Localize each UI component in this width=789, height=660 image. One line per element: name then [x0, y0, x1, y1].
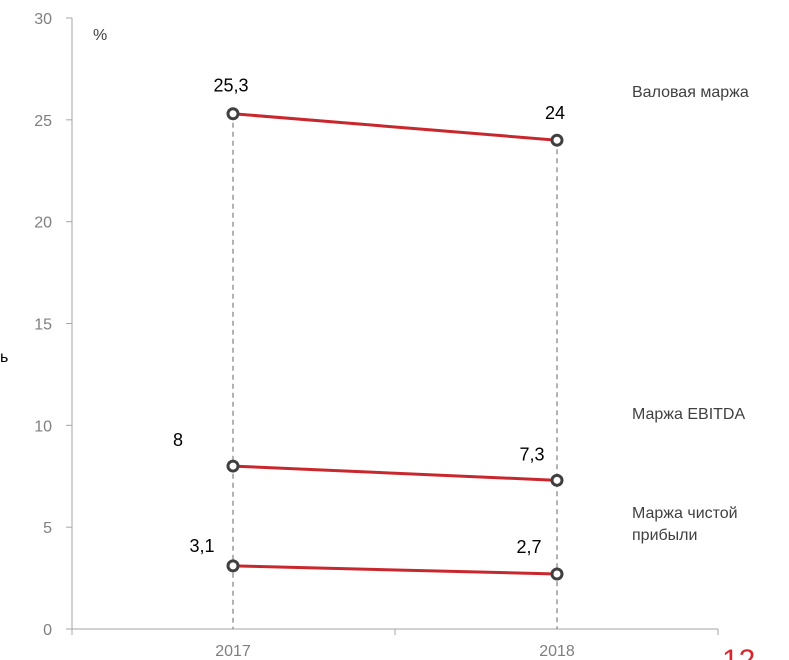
y-tick-label: 5	[43, 520, 52, 537]
data-point	[550, 133, 564, 147]
series-label: Валовая маржа	[632, 84, 749, 101]
series-lines	[232, 112, 558, 576]
series-line	[232, 464, 558, 482]
axes: 0 5 10 15 20 25 30 2017 2018	[34, 11, 719, 660]
data-label: 2,7	[516, 537, 541, 557]
data-label: 3,1	[189, 536, 214, 556]
series-label: Маржа чистой	[632, 505, 738, 522]
y-tick-label: 0	[43, 622, 52, 639]
data-label: 24	[545, 103, 565, 123]
y-tick-label: 25	[34, 113, 52, 130]
series-label: Маржа EBITDA	[632, 406, 745, 423]
data-point	[226, 559, 240, 573]
data-point	[550, 567, 564, 581]
data-label: 7,3	[519, 444, 544, 464]
drop-lines	[232, 113, 558, 629]
data-label: 8	[173, 430, 183, 450]
y-tick-label: 15	[34, 317, 52, 334]
y-tick-label: 20	[34, 215, 52, 232]
data-point	[550, 473, 564, 487]
page-number: 12	[722, 644, 755, 660]
data-label: 25,3	[213, 76, 248, 96]
y-tick-label: 10	[34, 418, 52, 435]
markers	[226, 107, 564, 581]
x-tick-label: 2018	[539, 643, 575, 660]
data-point	[226, 107, 240, 121]
y-tick-label: 30	[34, 11, 52, 28]
y-axis-label-fragment: ь	[0, 349, 8, 366]
series-line	[232, 564, 558, 576]
series-label: прибыли	[632, 527, 697, 544]
labels: 25,3 24 Валовая маржа 8 7,3 Маржа EBITDA 3,1 2,…	[173, 76, 749, 557]
x-tick-label: 2017	[215, 643, 251, 660]
unit-label: %	[93, 27, 107, 44]
data-point	[226, 459, 240, 473]
series-line	[232, 112, 558, 142]
